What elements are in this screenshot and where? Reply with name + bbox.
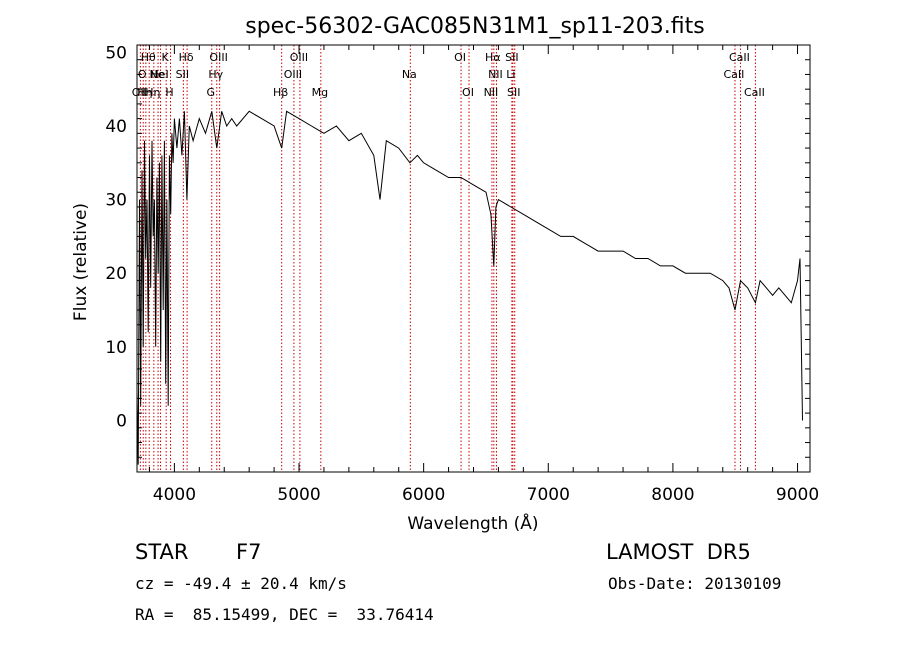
line-label: OIII bbox=[290, 51, 308, 64]
line-label: NII bbox=[488, 68, 503, 81]
x-tick-label: 7000 bbox=[527, 485, 570, 505]
emission-line-markers bbox=[139, 45, 756, 472]
line-label: OI bbox=[454, 51, 466, 64]
line-label: OII bbox=[132, 86, 147, 99]
coordinates: RA = 85.15499, DEC = 33.76414 bbox=[135, 605, 434, 624]
chart-title: spec-56302-GAC085N31M1_sp11-203.fits bbox=[245, 14, 705, 39]
object-subclass: F7 bbox=[236, 540, 262, 564]
line-label: CaII bbox=[729, 51, 750, 64]
emission-line-labels: OIIOHηHθHηNeHeIKHSIIHδGHγOIIIHβOIIIOIIIM… bbox=[132, 51, 765, 99]
line-label: OIII bbox=[284, 68, 302, 81]
object-class: STAR bbox=[135, 540, 189, 564]
y-tick-label: 20 bbox=[105, 264, 127, 284]
line-label: OIII bbox=[209, 51, 227, 64]
line-label: Hθ bbox=[141, 51, 156, 64]
y-tick-label: 0 bbox=[116, 411, 127, 431]
line-label: Hβ bbox=[273, 86, 288, 99]
line-label: Hη bbox=[145, 86, 160, 99]
y-tick-label: 30 bbox=[105, 191, 127, 211]
x-tick-label: 8000 bbox=[651, 485, 694, 505]
x-axis-label: Wavelength (Å) bbox=[407, 512, 538, 534]
line-label: Hδ bbox=[179, 51, 194, 64]
y-axis-label: Flux (relative) bbox=[71, 203, 91, 321]
line-label: Mg bbox=[312, 86, 328, 99]
line-label: Na bbox=[402, 68, 417, 81]
y-tick-label: 40 bbox=[105, 117, 127, 137]
y-tick-label: 10 bbox=[105, 338, 127, 358]
line-label: NII bbox=[484, 86, 499, 99]
x-axis-ticks: 4000 5000 6000 7000 8000 9000 bbox=[148, 45, 819, 505]
line-label: K bbox=[162, 51, 170, 64]
x-tick-label: 4000 bbox=[153, 485, 196, 505]
obs-date: Obs-Date: 20130109 bbox=[608, 574, 782, 593]
x-tick-label: 6000 bbox=[402, 485, 445, 505]
line-label: SII bbox=[507, 86, 520, 99]
line-label: CaII bbox=[744, 86, 765, 99]
line-label: H bbox=[165, 86, 173, 99]
x-tick-label: 5000 bbox=[277, 485, 320, 505]
y-tick-label: 50 bbox=[105, 43, 127, 63]
line-label: Hα bbox=[485, 51, 501, 64]
line-label: SII bbox=[505, 51, 518, 64]
line-label: OI bbox=[462, 86, 474, 99]
line-label: Hγ bbox=[208, 68, 223, 81]
y-axis-ticks: 0 10 20 30 40 50 bbox=[105, 43, 810, 458]
x-tick-label: 9000 bbox=[776, 485, 819, 505]
line-label: G bbox=[207, 86, 216, 99]
line-label: HeI bbox=[150, 68, 168, 81]
plot-frame bbox=[136, 44, 811, 473]
redshift-readout: cz = -49.4 ± 20.4 km/s bbox=[135, 574, 347, 593]
line-label: Li bbox=[506, 68, 515, 81]
line-label: Ne bbox=[150, 68, 165, 81]
line-label: CaII bbox=[724, 68, 745, 81]
spectrum-series bbox=[136, 110, 803, 465]
line-label: O bbox=[138, 68, 147, 81]
line-label: SII bbox=[176, 68, 189, 81]
survey-name: LAMOST DR5 bbox=[606, 540, 751, 564]
